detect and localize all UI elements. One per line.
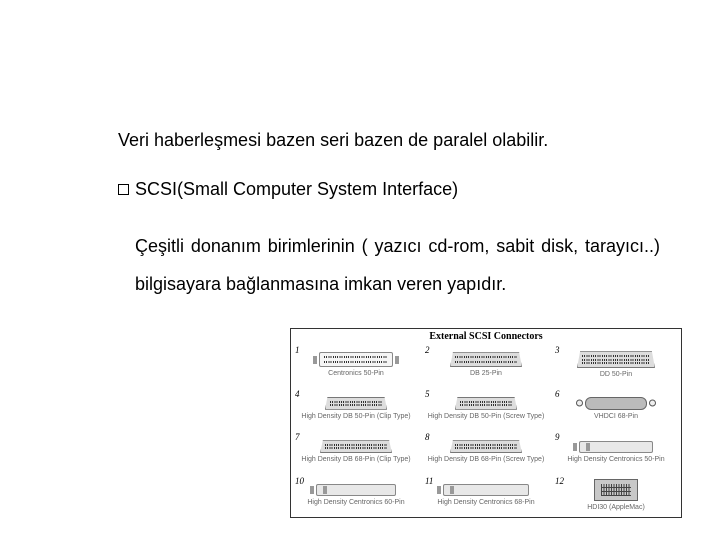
cell-caption: High Density DB 50-Pin (Clip Type) [301, 413, 410, 420]
connector-cell: 10 High Density Centronics 60-Pin [291, 474, 421, 518]
hd-centronics-50-icon [579, 441, 653, 453]
connector-cell: 4 High Density DB 50-Pin (Clip Type) [291, 387, 421, 431]
hd-db68-clip-icon [320, 440, 392, 453]
cell-number: 8 [425, 432, 430, 442]
cell-caption: Centronics 50-Pin [328, 370, 384, 377]
connector-cell: 6 VHDCI 68-Pin [551, 387, 681, 431]
text-line-3: Çeşitli donanım birimlerinin ( yazıcı cd… [135, 228, 660, 304]
hd-centronics-60-icon [316, 484, 396, 496]
hdi30-icon [594, 479, 638, 501]
cell-caption: High Density DB 68-Pin (Screw Type) [428, 456, 545, 463]
dd50-icon [577, 351, 655, 368]
cell-caption: DD 50-Pin [600, 371, 632, 378]
text-line-2: SCSI (Small Computer System Interface) [118, 179, 660, 200]
cell-number: 11 [425, 476, 433, 486]
diagram-title: External SCSI Connectors [291, 329, 681, 343]
cell-number: 12 [555, 476, 564, 486]
hd-db68-screw-icon [450, 440, 522, 453]
centronics-50-icon [319, 352, 393, 367]
diagram-grid: 1 Centronics 50-Pin 2 DB 25-Pin 3 DD 50-… [291, 343, 681, 517]
connector-cell: 3 DD 50-Pin [551, 343, 681, 387]
cell-number: 3 [555, 345, 560, 355]
connector-cell: 7 High Density DB 68-Pin (Clip Type) [291, 430, 421, 474]
db25-icon [450, 352, 522, 367]
square-bullet-icon [118, 184, 129, 195]
cell-caption: High Density Centronics 60-Pin [307, 499, 404, 506]
connector-cell: 8 High Density DB 68-Pin (Screw Type) [421, 430, 551, 474]
scsi-rest: (Small Computer System Interface) [177, 179, 458, 200]
connector-cell: 2 DB 25-Pin [421, 343, 551, 387]
connector-cell: 9 High Density Centronics 50-Pin [551, 430, 681, 474]
cell-number: 10 [295, 476, 304, 486]
cell-number: 4 [295, 389, 300, 399]
cell-caption: DB 25-Pin [470, 370, 502, 377]
cell-caption: High Density Centronics 50-Pin [567, 456, 664, 463]
cell-number: 6 [555, 389, 560, 399]
cell-caption: High Density DB 50-Pin (Screw Type) [428, 413, 545, 420]
slide-content: Veri haberleşmesi bazen seri bazen de pa… [0, 0, 720, 304]
cell-number: 9 [555, 432, 560, 442]
connector-cell: 5 High Density DB 50-Pin (Screw Type) [421, 387, 551, 431]
hd-centronics-68-icon [443, 484, 529, 496]
connector-cell: 11 High Density Centronics 68-Pin [421, 474, 551, 518]
hd-db50-clip-icon [325, 397, 387, 410]
cell-number: 5 [425, 389, 430, 399]
hd-db50-screw-icon [455, 397, 517, 410]
cell-number: 2 [425, 345, 430, 355]
scsi-bold: SCSI [135, 179, 177, 200]
scsi-connectors-diagram: External SCSI Connectors 1 Centronics 50… [290, 328, 682, 518]
vhdci-68-icon [585, 397, 647, 410]
text-line-1: Veri haberleşmesi bazen seri bazen de pa… [118, 130, 660, 151]
cell-number: 7 [295, 432, 300, 442]
cell-caption: HDI30 (AppleMac) [587, 504, 645, 511]
connector-cell: 12 HDI30 (AppleMac) [551, 474, 681, 518]
cell-caption: High Density DB 68-Pin (Clip Type) [301, 456, 410, 463]
cell-number: 1 [295, 345, 300, 355]
connector-cell: 1 Centronics 50-Pin [291, 343, 421, 387]
cell-caption: High Density Centronics 68-Pin [437, 499, 534, 506]
cell-caption: VHDCI 68-Pin [594, 413, 638, 420]
